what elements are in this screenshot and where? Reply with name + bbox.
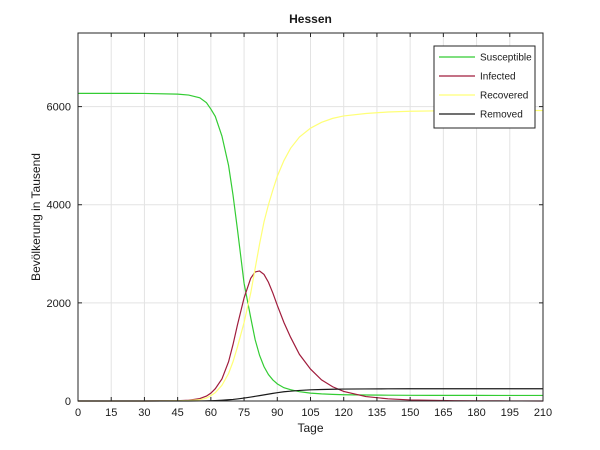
x-tick-label: 30 bbox=[138, 407, 150, 419]
x-tick-label: 165 bbox=[434, 407, 452, 419]
legend-label-removed: Removed bbox=[480, 110, 523, 121]
x-tick-label: 0 bbox=[75, 407, 81, 419]
x-tick-label: 90 bbox=[271, 407, 283, 419]
series-line-susceptible bbox=[78, 92, 543, 397]
y-tick-label: 4000 bbox=[47, 200, 71, 212]
x-tick-label: 105 bbox=[301, 407, 319, 419]
y-axis-label: Bevölkerung in Tausend bbox=[29, 153, 43, 281]
x-tick-label: 120 bbox=[335, 407, 353, 419]
chart-title: Hessen bbox=[289, 12, 332, 26]
x-tick-label: 60 bbox=[205, 407, 217, 419]
series-line-recovered bbox=[78, 109, 543, 402]
x-tick-label: 45 bbox=[172, 407, 184, 419]
y-tick-label: 0 bbox=[65, 396, 71, 408]
x-tick-label: 135 bbox=[368, 407, 386, 419]
x-axis-label: Tage bbox=[297, 421, 323, 435]
y-tick-label: 2000 bbox=[47, 298, 71, 310]
x-tick-label: 180 bbox=[467, 407, 485, 419]
x-tick-label: 15 bbox=[105, 407, 117, 419]
legend-label-recovered: Recovered bbox=[480, 91, 528, 102]
x-tick-label: 75 bbox=[238, 407, 250, 419]
x-tick-label: 195 bbox=[501, 407, 519, 419]
y-tick-label: 6000 bbox=[47, 102, 71, 114]
x-tick-label: 210 bbox=[534, 407, 552, 419]
x-tick-label: 150 bbox=[401, 407, 419, 419]
legend-label-susceptible: Susceptible bbox=[480, 53, 532, 64]
legend-label-infected: Infected bbox=[480, 72, 516, 83]
